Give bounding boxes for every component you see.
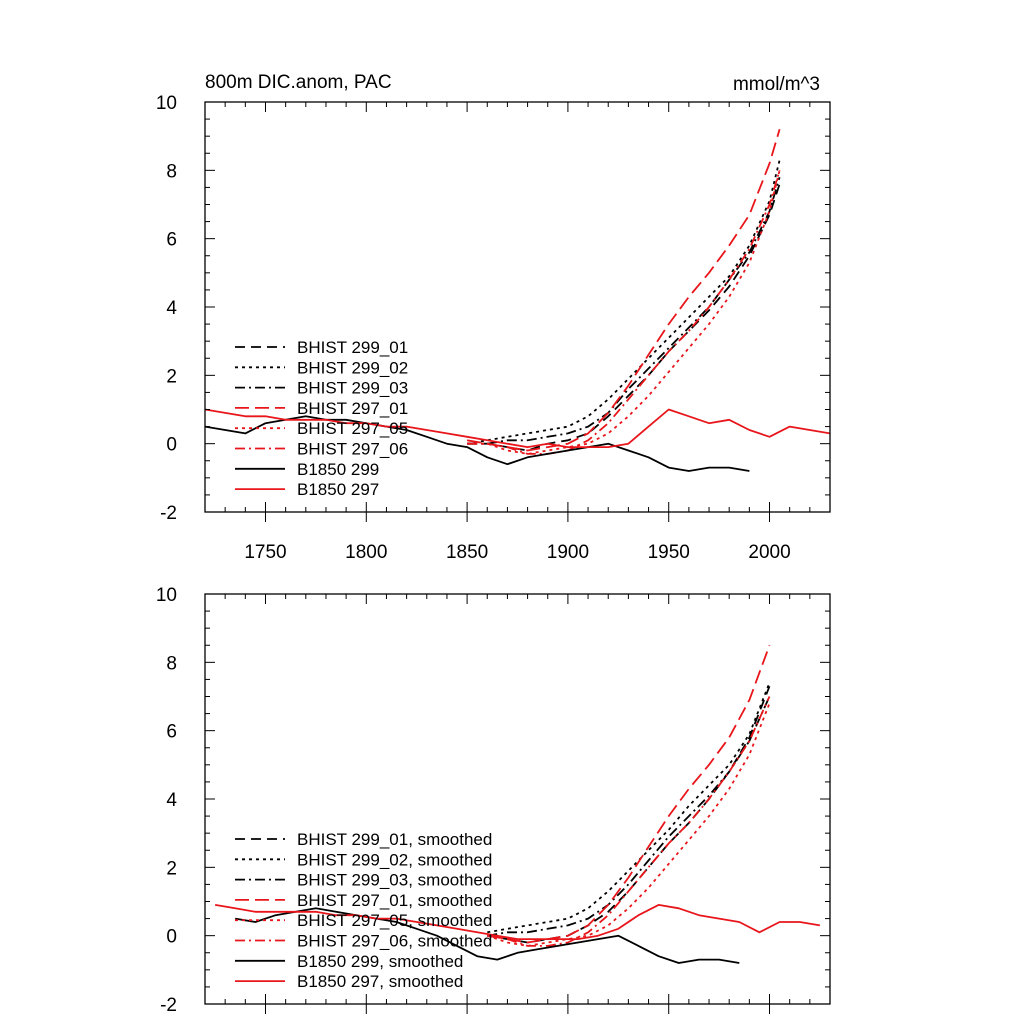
series-line-2 <box>466 159 781 445</box>
series-line-8 <box>214 904 821 940</box>
panel-1: -2 0 2 4 6 8 10 1750 1800 1850 1900 1950 2000 800m DI… <box>156 72 831 563</box>
y-tick-label: 6 <box>166 230 177 251</box>
series-line-6 <box>487 696 771 947</box>
series-line-5 <box>467 170 781 455</box>
series-line-7 <box>235 907 740 964</box>
series-group <box>214 644 821 964</box>
series-line-8 <box>205 408 830 449</box>
chart-title: 800m DIC.anom, PAC <box>205 72 392 93</box>
y-tick-label: -2 <box>160 503 177 524</box>
y-tick-label: 0 <box>166 435 177 456</box>
legend-label-8: B1850 297, smoothed <box>297 972 463 991</box>
y-tick-label: 10 <box>156 585 177 606</box>
y-tick-label: 4 <box>166 298 177 319</box>
legend-label-6: BHIST 297_06 <box>297 440 408 459</box>
y-tick-label: 6 <box>166 722 177 743</box>
y-tick-label: 8 <box>166 161 177 182</box>
legend-label-5: BHIST 297_05, smoothed <box>297 911 492 930</box>
x-tick-label: 1900 <box>547 542 589 563</box>
x-tick-label: 1800 <box>345 542 387 563</box>
legend-label-8: B1850 297 <box>297 480 379 499</box>
series-line-3 <box>487 696 771 937</box>
legend-label-7: B1850 299 <box>297 460 379 479</box>
legend-label-4: BHIST 297_01 <box>297 399 408 418</box>
series-line-3 <box>467 176 781 445</box>
series-line-4 <box>487 644 771 944</box>
y-tick-label: 0 <box>166 927 177 948</box>
units-label: mmol/m^3 <box>733 74 820 95</box>
legend-label-3: BHIST 299_03 <box>297 379 408 398</box>
legend-label-4: BHIST 297_01, smoothed <box>297 891 492 910</box>
legend-label-1: BHIST 299_01 <box>297 338 408 357</box>
legend-label-2: BHIST 299_02 <box>297 358 408 377</box>
series-line-4 <box>466 129 781 452</box>
series-line-1 <box>467 183 781 452</box>
x-tick-label: 1750 <box>244 542 286 563</box>
legend-label-6: BHIST 297_06, smoothed <box>297 932 492 951</box>
x-tick-label: 1950 <box>648 542 690 563</box>
y-tick-label: 2 <box>166 858 177 879</box>
x-tick-label: 2000 <box>748 542 790 563</box>
legend-label-7: B1850 299, smoothed <box>297 952 463 971</box>
series-line-2 <box>487 682 771 934</box>
y-tick-label: 4 <box>166 790 177 811</box>
legend-label-5: BHIST 297_05 <box>297 419 408 438</box>
legend-label-2: BHIST 299_02, smoothed <box>297 850 492 869</box>
y-tick-label: -2 <box>160 995 177 1016</box>
series-line-1 <box>487 685 771 944</box>
series-line-6 <box>467 170 781 455</box>
legend-label-3: BHIST 299_03, smoothed <box>297 871 492 890</box>
y-tick-label: 8 <box>166 653 177 674</box>
series-line-5 <box>487 702 771 947</box>
x-tick-label: 1850 <box>446 542 488 563</box>
y-tick-label: 10 <box>156 93 177 114</box>
series-group <box>205 129 830 472</box>
series-line-7 <box>205 415 750 472</box>
legend-label-1: BHIST 299_01, smoothed <box>297 830 492 849</box>
y-tick-label: 2 <box>166 366 177 387</box>
